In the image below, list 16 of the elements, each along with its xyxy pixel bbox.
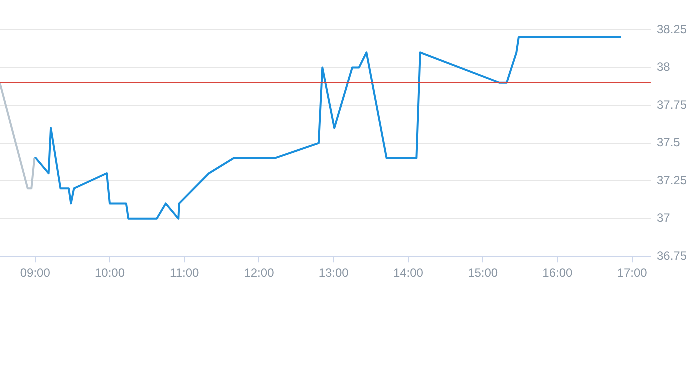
y-tick-label: 36.75: [656, 248, 688, 263]
x-tick-label: 16:00: [542, 266, 574, 280]
y-tick-label: 37.25: [656, 173, 688, 188]
x-tick-label: 14:00: [393, 266, 424, 280]
x-tick-label: 17:00: [617, 266, 648, 280]
x-tick-label: 11:00: [170, 266, 200, 280]
y-tick-label: 37.5: [656, 136, 681, 150]
y-tick-label: 38.25: [656, 22, 688, 36]
y-tick-label: 38: [656, 60, 671, 74]
x-tick-label: 13:00: [318, 266, 350, 280]
x-tick-label: 10:00: [94, 266, 126, 280]
y-tick-label: 37: [656, 211, 671, 226]
x-tick-label: 09:00: [20, 266, 51, 280]
x-tick-label: 12:00: [244, 266, 275, 280]
x-tick-label: 15:00: [468, 266, 498, 280]
y-tick-label: 37.75: [656, 98, 688, 112]
